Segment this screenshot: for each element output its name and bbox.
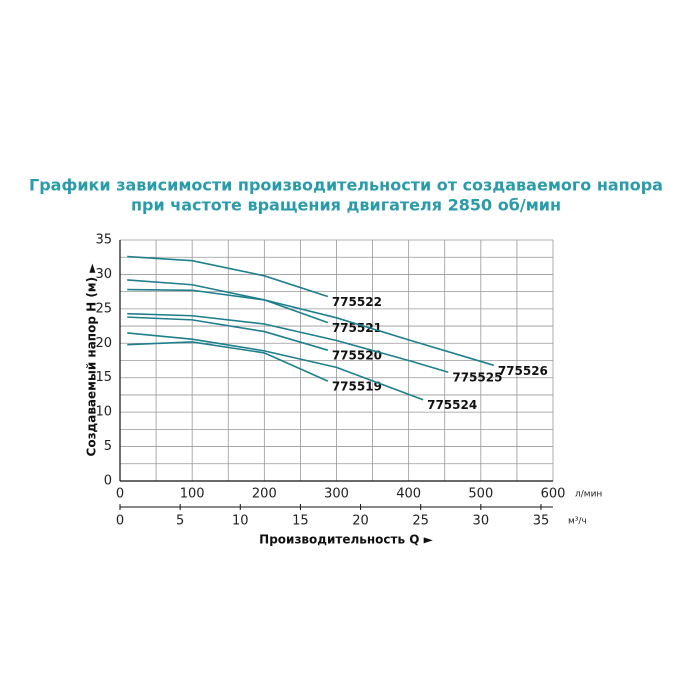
x-axis-label: Производительность Q ► (259, 533, 433, 547)
curve (127, 312, 449, 373)
curve (127, 255, 329, 298)
x-unit: л/мин (575, 490, 602, 500)
y-axis-label: Создаваемый напор H (м) ► (85, 263, 99, 457)
y-tick-label: 0 (104, 474, 112, 489)
series-label: 775520 (332, 349, 382, 363)
curve (127, 288, 495, 367)
y-tick-label: 35 (95, 233, 112, 248)
x-tick-label: 0 (116, 487, 124, 502)
y-tick-label: 25 (95, 301, 112, 316)
x-tick-label: 500 (468, 487, 493, 502)
x-tick-label: 200 (252, 487, 277, 502)
x2-tick-label: 30 (473, 514, 490, 529)
series-label: 775521 (332, 321, 382, 335)
series-label: 775522 (332, 295, 382, 309)
x-tick-label: 300 (324, 487, 349, 502)
chart-title: Графики зависимости производительности о… (29, 176, 663, 195)
series-label: 775526 (498, 364, 548, 378)
y-tick-label: 30 (95, 267, 112, 282)
series-label: 775519 (332, 380, 382, 394)
x2-tick-label: 10 (232, 514, 249, 529)
x2-unit: м³/ч (568, 517, 587, 527)
y-tick-label: 10 (95, 405, 112, 420)
x2-tick-label: 15 (292, 514, 309, 529)
series-label: 775525 (452, 371, 502, 385)
x-tick-label: 400 (396, 487, 421, 502)
x2-tick-label: 25 (412, 514, 429, 529)
curve (127, 332, 424, 401)
y-tick-label: 5 (104, 439, 112, 454)
curve (127, 316, 329, 351)
series-label: 775524 (427, 398, 477, 412)
x2-tick-label: 20 (352, 514, 369, 529)
x-tick-label: 100 (180, 487, 205, 502)
y-tick-label: 20 (95, 336, 112, 351)
curve (127, 341, 329, 382)
curve (127, 279, 329, 324)
x2-tick-label: 35 (533, 514, 550, 529)
x2-tick-label: 5 (176, 514, 184, 529)
chart-subtitle: при частоте вращения двигателя 2850 об/м… (131, 196, 561, 215)
y-tick-label: 15 (95, 370, 112, 385)
x2-tick-label: 0 (116, 514, 124, 529)
x-tick-label: 600 (541, 487, 566, 502)
